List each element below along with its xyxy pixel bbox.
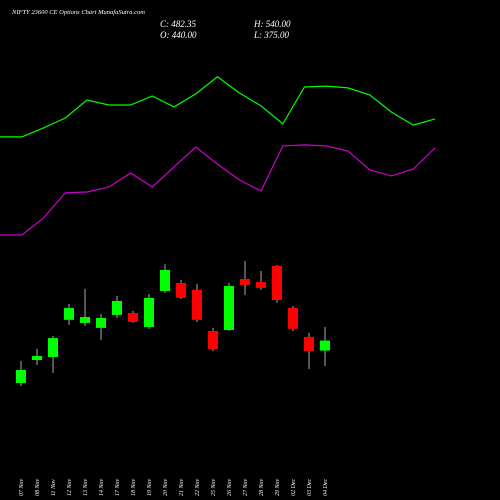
x-tick-label: 12 Nov <box>67 478 73 496</box>
x-tick-label: 26 Nov <box>227 478 233 496</box>
x-tick-label: 22 Nov <box>195 478 201 496</box>
candle-body <box>304 336 314 352</box>
candle-body <box>80 317 90 323</box>
x-tick-label: 11 Nov <box>51 479 57 496</box>
x-tick-label: 25 Nov <box>211 478 217 496</box>
x-tick-label: 02 Dec <box>291 479 297 496</box>
x-tick-label: 27 Nov <box>243 478 249 496</box>
chart-title: NIFTY 23600 CE Options Chart MunafaSutra… <box>11 9 145 16</box>
x-tick-label: 03 Dec <box>307 479 313 496</box>
candle-body <box>176 282 186 298</box>
x-tick-label: 19 Nov <box>147 478 153 496</box>
candle-body <box>64 308 74 320</box>
x-tick-label: 14 Nov <box>98 478 105 496</box>
candle-body <box>160 269 170 292</box>
candle-body <box>224 286 234 331</box>
x-tick-label: 17 Nov <box>115 478 121 496</box>
candle-body <box>32 356 42 361</box>
x-tick-label: 13 Nov <box>83 478 89 496</box>
candle-body <box>256 282 266 288</box>
candle-body <box>272 265 282 300</box>
candle-body <box>48 338 58 357</box>
x-tick-label: 07 Nov <box>19 478 25 496</box>
high-label: H: 540.00 <box>253 19 291 29</box>
candle-body <box>96 317 106 328</box>
x-tick-label: 08 Nov <box>35 478 41 496</box>
x-tick-label: 18 Nov <box>131 478 137 496</box>
close-label: C: 482.35 <box>160 19 197 29</box>
candle-body <box>192 289 202 320</box>
candle-body <box>112 300 122 315</box>
candle-body <box>144 297 154 327</box>
open-label: O: 440.00 <box>160 30 197 40</box>
candle-body <box>16 369 26 383</box>
x-tick-label: 29 Nov <box>275 478 281 496</box>
indicator-line <box>0 76 436 138</box>
candle-body <box>128 313 138 322</box>
candle-body <box>240 278 250 285</box>
candle-body <box>320 340 330 351</box>
x-tick-label: 28 Nov <box>259 478 265 496</box>
x-tick-label: 21 Nov <box>179 478 185 496</box>
candle-body <box>208 330 218 349</box>
low-label: L: 375.00 <box>253 30 290 40</box>
candle-body <box>288 308 298 329</box>
x-tick-label: 20 Nov <box>163 478 169 496</box>
x-tick-label: 04 Dec <box>322 479 329 496</box>
indicator-line <box>0 144 436 236</box>
